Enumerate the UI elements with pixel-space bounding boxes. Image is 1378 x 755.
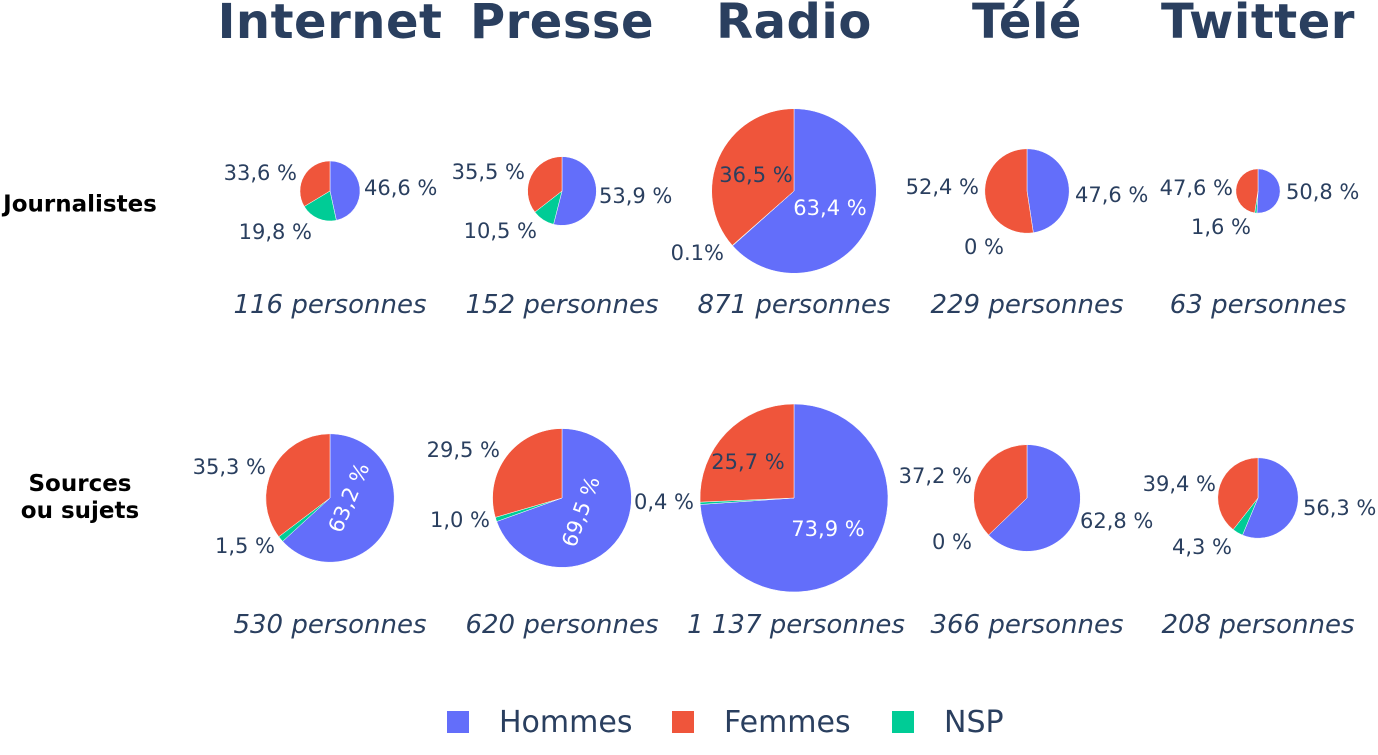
persons-count: 208 personnes [1161,610,1355,640]
row-label-line: Journalistes [3,191,157,218]
slice-label-femmes: 33,6 % [224,161,297,185]
slice-label-femmes: 39,4 % [1143,472,1216,496]
pie-slice-femmes[interactable] [265,433,331,538]
persons-count: 229 personnes [930,290,1124,320]
pie-radio-journalistes: 63,4 %36,5 % 0.1% [671,108,877,274]
legend-label: Hommes [499,704,633,740]
pie-slice-femmes[interactable] [492,428,563,518]
legend-swatch-femmes [672,711,694,733]
column-title-twitter: Twitter [1161,0,1355,50]
pie-twitter-journalistes: 50,8 % 47,6 % 1,6 % [1160,168,1359,239]
slice-label-nsp: 1,5 % [215,534,275,558]
pie-slice-hommes[interactable] [1026,148,1070,233]
slice-label-femmes: 37,2 % [899,464,972,488]
slice-label-hommes: 50,8 % [1286,180,1359,204]
persons-count: 366 personnes [930,610,1124,640]
slice-label-nsp: 1,0 % [430,508,490,532]
slice-label-femmes: 47,6 % [1160,176,1233,200]
slice-label-nsp: 4,3 % [1172,535,1232,559]
legend-swatch-nsp [892,711,914,733]
pie-slice-hommes[interactable] [1242,457,1299,539]
pie-slice-hommes[interactable] [282,433,395,563]
persons-count: 152 personnes [465,290,659,320]
slice-label-nsp: 0 % [964,235,1004,259]
legend-item-hommes[interactable]: Hommes [447,700,632,744]
pie-télé-journalistes: 47,6 % 52,4 % 0 % [906,148,1148,259]
persons-count: 63 personnes [1169,290,1347,320]
slice-label-hommes: 62,8 % [1080,509,1153,533]
slice-label-nsp: 0.1% [671,241,724,265]
pie-presse-sources: 69,5 %29,5 %1,0 % [427,428,632,568]
legend: Hommes Femmes NSP [0,700,1378,744]
slice-label-femmes: 52,4 % [906,175,979,199]
pie-slice-femmes[interactable] [527,156,563,213]
legend-label: NSP [944,704,1004,740]
persons-count: 1 137 personnes [687,610,905,640]
pie-slice-femmes[interactable] [299,160,331,207]
column-title-tele: Télé [972,0,1082,50]
column-title-radio: Radio [716,0,872,50]
pie-internet-journalistes: 46,6 % 33,6 % 19,8 % [224,160,437,244]
pie-slice-hommes[interactable] [1256,168,1281,214]
slice-label-hommes: 47,6 % [1075,183,1148,207]
slice-label-hommes: 63,4 % [793,196,866,220]
pie-slice-femmes[interactable] [1235,168,1259,214]
row-label-sources: Sources ou sujets [21,471,139,525]
pie-slice-hommes[interactable] [329,160,361,221]
slice-label-femmes: 29,5 % [427,438,500,462]
slice-label-femmes: 35,3 % [193,455,266,479]
legend-swatch-hommes [447,711,469,733]
pie-slice-femmes[interactable] [699,403,795,503]
slice-label-hommes: 53,9 % [599,184,672,208]
pie-internet-sources: 63,2 %35,3 %1,5 % [193,433,395,563]
pie-slice-hommes[interactable] [553,156,597,226]
pie-télé-sources: 62,8 % 37,2 % 0 % [899,444,1153,554]
column-title-presse: Presse [469,0,655,50]
column-title-internet: Internet [217,0,443,50]
pie-slice-hommes[interactable] [732,108,877,274]
slice-label-hommes: 73,9 % [791,517,864,541]
pie-slice-femmes[interactable] [973,444,1028,536]
persons-count: 620 personnes [465,610,659,640]
pie-slice-femmes[interactable] [984,148,1034,234]
pie-slice-hommes[interactable] [988,444,1081,552]
slice-label-nsp: 1,6 % [1191,215,1251,239]
slice-label-hommes: 56,3 % [1303,496,1376,520]
pie-slice-hommes[interactable] [496,428,632,568]
legend-item-femmes[interactable]: Femmes [672,700,851,744]
pie-slice-nsp[interactable] [303,190,337,222]
slice-label-nsp: 10,5 % [464,219,537,243]
pie-slice-femmes[interactable] [1217,457,1259,530]
row-label-line: Sources [28,471,132,497]
row-label-line: ou sujets [20,498,140,524]
persons-count: 530 personnes [233,610,427,640]
pie-slice-femmes[interactable] [711,108,795,246]
slice-label-nsp: 19,8 % [239,220,312,244]
slice-label-hommes: 46,6 % [364,176,437,200]
pie-twitter-sources: 56,3 % 39,4 % 4,3 % [1143,457,1376,559]
slice-label-nsp: 0 % [932,530,972,554]
persons-count: 116 personnes [233,290,427,320]
slice-label-femmes: 25,7 % [711,450,784,474]
pie-presse-journalistes: 53,9 % 35,5 % 10,5 % [452,156,672,243]
pie-radio-sources: 73,9 % 25,7 % 0,4 % [634,403,889,593]
row-label-journalistes: Journalistes [3,192,157,219]
slice-label-femmes: 36,5 % [719,163,792,187]
legend-label: Femmes [724,704,851,740]
slice-label-femmes: 35,5 % [452,160,525,184]
persons-count: 871 personnes [697,290,891,320]
legend-item-nsp[interactable]: NSP [892,700,1004,744]
slice-label-nsp: 0,4 % [634,490,694,514]
